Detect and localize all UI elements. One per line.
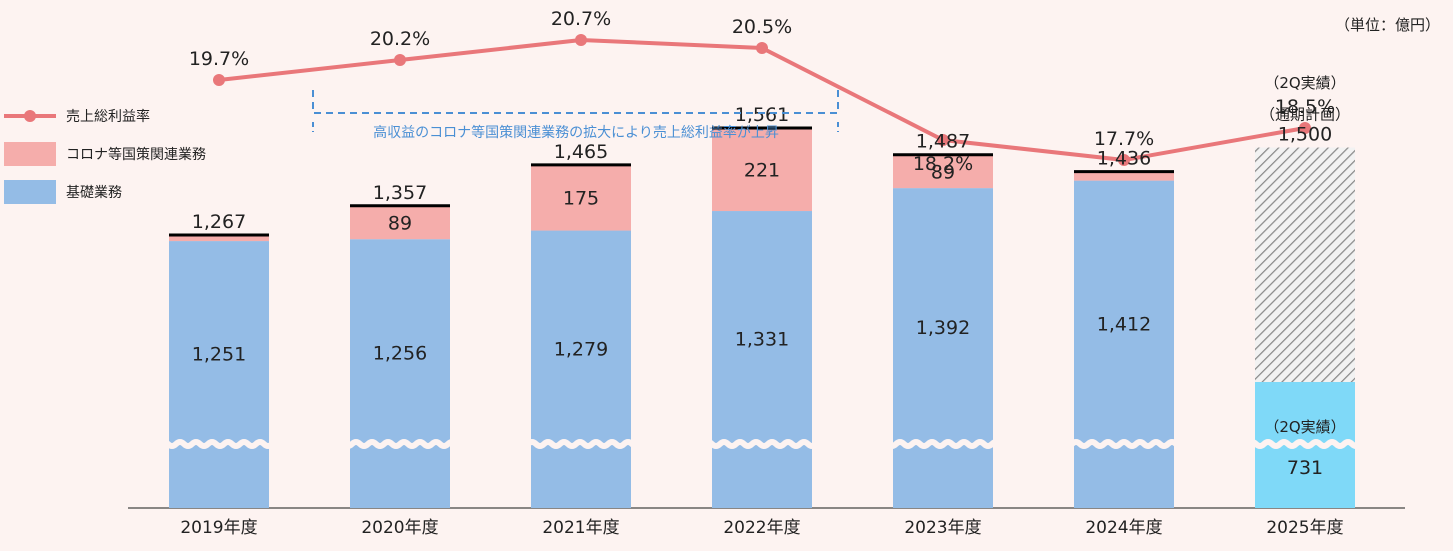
legend-label: 売上総利益率 <box>66 108 150 125</box>
bar-base <box>712 211 812 508</box>
annotation-text: 高収益のコロナ等国策関連業務の拡大により売上総利益率が上昇 <box>373 124 779 141</box>
bar-base-label: 1,256 <box>373 343 427 365</box>
x-tick-label: 2023年度 <box>904 518 981 538</box>
bar-total-label: 1,500 <box>1278 124 1332 146</box>
bar-base-label: 1,331 <box>735 329 789 351</box>
x-tick-label: 2020年度 <box>361 518 438 538</box>
bar-plan <box>1255 147 1355 382</box>
bar-total-label: 1,561 <box>735 104 789 126</box>
bar-base-label: 1,392 <box>916 317 970 339</box>
margin-label: 20.7% <box>551 8 611 30</box>
bar-corona-label: 89 <box>388 212 412 234</box>
bar-base <box>1074 180 1174 509</box>
bar-corona <box>893 154 993 189</box>
margin-point <box>756 42 768 54</box>
x-tick-label: 2021年度 <box>542 518 619 538</box>
legend-label: 基礎業務 <box>66 184 122 201</box>
bar-base <box>169 241 269 508</box>
margin-point <box>1118 154 1130 166</box>
bar-base <box>350 239 450 509</box>
x-tick-label: 2019年度 <box>180 518 257 538</box>
x-tick-label: 2024年度 <box>1085 518 1162 538</box>
plan-label: （通期計画） <box>1260 106 1350 124</box>
bar-base-label: 1,412 <box>1097 313 1151 335</box>
margin-label: 20.2% <box>370 28 430 50</box>
margin-label: 18.2% <box>913 153 973 175</box>
bar-corona-label: 89 <box>931 161 955 183</box>
actual-value-label: 731 <box>1287 457 1323 479</box>
bar-corona <box>350 205 450 240</box>
bar-base <box>893 188 993 509</box>
legend-box-swatch <box>4 180 56 204</box>
bar-corona <box>531 164 631 231</box>
margin-label: 17.7% <box>1094 128 1154 150</box>
bar-total-label: 1,487 <box>916 131 970 153</box>
bar-corona-label: 175 <box>563 188 599 210</box>
legend-label: コロナ等国策関連業務 <box>66 146 206 163</box>
unit-label: （単位：億円） <box>1335 16 1440 34</box>
margin-point <box>213 74 225 86</box>
bar-corona <box>169 235 269 242</box>
bar-total-label: 1,436 <box>1097 148 1151 170</box>
margin-label: 20.5% <box>732 16 792 38</box>
x-tick-label: 2022年度 <box>723 518 800 538</box>
bar-corona <box>1074 171 1174 181</box>
margin-label: 19.7% <box>189 48 249 70</box>
bar-total-label: 1,465 <box>554 141 608 163</box>
actual-label: （2Q実績） <box>1264 418 1345 436</box>
margin-label: 18.5% <box>1275 96 1335 118</box>
axis-break-wave <box>118 439 1411 451</box>
legend-line-marker <box>24 110 36 122</box>
bar-total-label: 1,357 <box>373 182 427 204</box>
bar-base <box>531 230 631 508</box>
bar-corona <box>712 128 812 212</box>
bar-corona-label: 221 <box>744 160 780 182</box>
margin-note: （2Q実績） <box>1264 74 1345 92</box>
margin-point <box>937 134 949 146</box>
margin-point <box>575 34 587 46</box>
margin-point <box>1299 122 1311 134</box>
bar-base-label: 1,279 <box>554 338 608 360</box>
bar-base-label: 1,251 <box>192 344 246 366</box>
bar-total-label: 1,267 <box>192 211 246 233</box>
margin-point <box>394 54 406 66</box>
legend-box-swatch <box>4 142 56 166</box>
x-tick-label: 2025年度 <box>1266 518 1343 538</box>
